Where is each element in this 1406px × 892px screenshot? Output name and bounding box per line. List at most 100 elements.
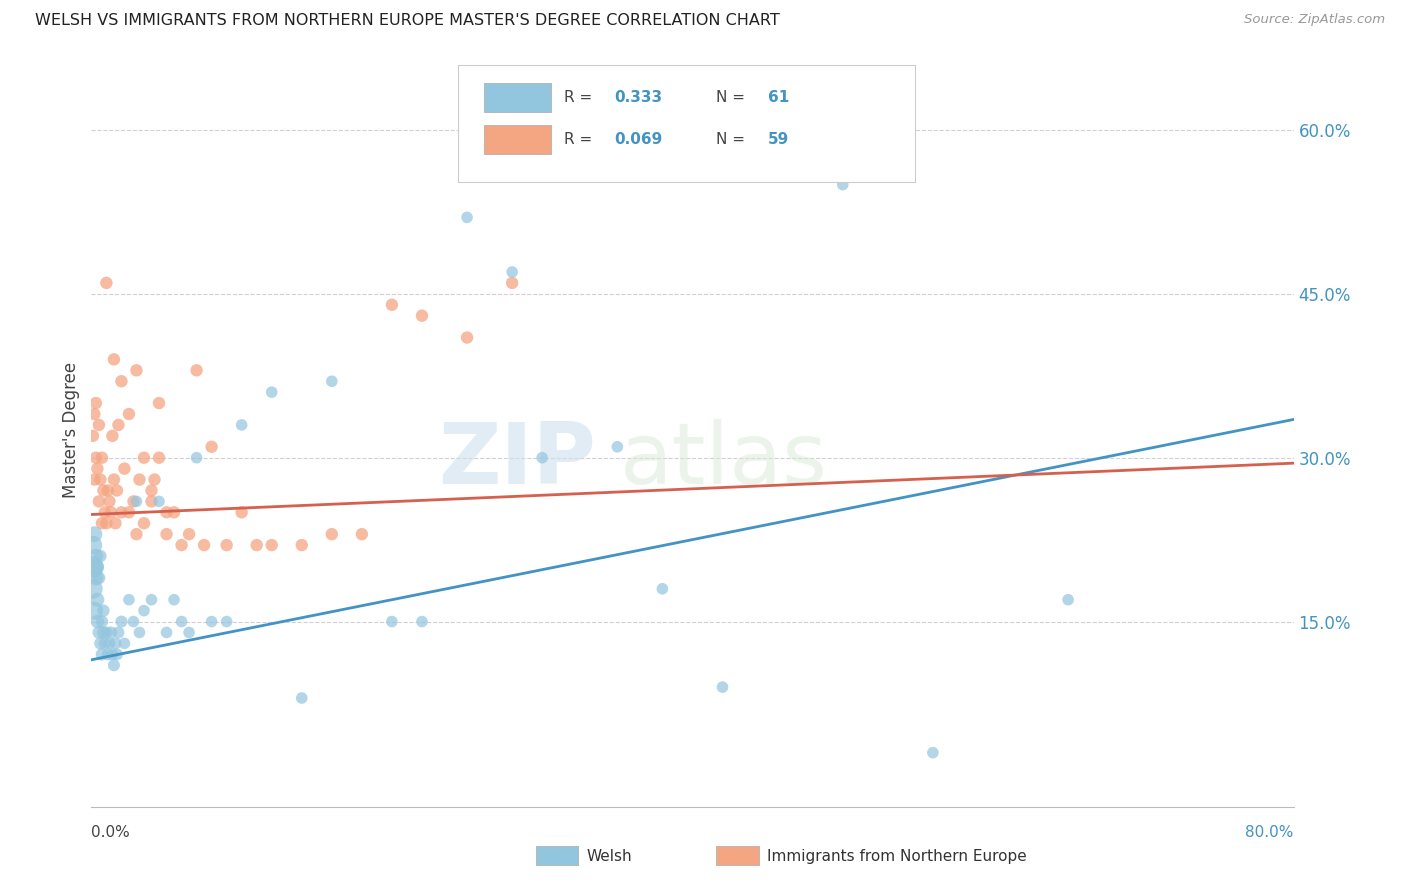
Point	[89, 473, 111, 487]
Point	[321, 527, 343, 541]
Point	[87, 494, 110, 508]
Point	[132, 516, 155, 531]
Text: 0.333: 0.333	[614, 90, 662, 104]
Point	[260, 538, 283, 552]
Point	[148, 396, 170, 410]
Point	[155, 527, 177, 541]
Point	[100, 505, 122, 519]
Point	[104, 516, 127, 531]
Point	[711, 680, 734, 694]
Point	[350, 527, 373, 541]
Point	[87, 625, 110, 640]
Point	[215, 615, 238, 629]
Point	[260, 385, 283, 400]
Point	[177, 527, 200, 541]
Point	[456, 211, 478, 225]
Point	[141, 494, 163, 508]
Point	[96, 516, 118, 531]
Point	[501, 276, 523, 290]
Point	[83, 560, 105, 574]
Text: 61: 61	[768, 90, 789, 104]
Point	[186, 450, 208, 465]
Point	[118, 505, 141, 519]
Point	[110, 615, 132, 629]
Point	[501, 265, 523, 279]
Point	[125, 527, 148, 541]
Point	[321, 374, 343, 388]
Point	[246, 538, 269, 552]
Point	[215, 538, 238, 552]
Point	[83, 527, 105, 541]
Point	[143, 473, 166, 487]
Text: Source: ZipAtlas.com: Source: ZipAtlas.com	[1244, 13, 1385, 27]
Point	[89, 636, 111, 650]
Text: 0.0%: 0.0%	[91, 825, 131, 840]
FancyBboxPatch shape	[458, 65, 915, 182]
Point	[82, 560, 104, 574]
Point	[177, 625, 200, 640]
Text: N =: N =	[717, 132, 745, 147]
Point	[90, 516, 112, 531]
Point	[125, 494, 148, 508]
Point	[118, 592, 141, 607]
Point	[110, 374, 132, 388]
Point	[98, 636, 121, 650]
Point	[606, 440, 628, 454]
Point	[93, 604, 115, 618]
Point	[128, 625, 150, 640]
Point	[84, 450, 107, 465]
Point	[103, 352, 125, 367]
Point	[107, 625, 129, 640]
Point	[104, 636, 127, 650]
Point	[193, 538, 215, 552]
Point	[84, 396, 107, 410]
Point	[114, 636, 136, 650]
Point	[103, 658, 125, 673]
Point	[456, 330, 478, 344]
Point	[381, 298, 404, 312]
Text: Welsh: Welsh	[586, 849, 633, 863]
Point	[105, 648, 128, 662]
Point	[201, 615, 224, 629]
Point	[93, 625, 115, 640]
FancyBboxPatch shape	[717, 847, 759, 865]
Point	[96, 276, 118, 290]
Point	[148, 494, 170, 508]
Text: Immigrants from Northern Europe: Immigrants from Northern Europe	[768, 849, 1026, 863]
Text: 80.0%: 80.0%	[1246, 825, 1294, 840]
Point	[201, 440, 224, 454]
Text: R =: R =	[564, 90, 592, 104]
Point	[163, 592, 186, 607]
Text: 0.069: 0.069	[614, 132, 662, 147]
Point	[90, 648, 112, 662]
Point	[772, 123, 794, 137]
Text: WELSH VS IMMIGRANTS FROM NORTHERN EUROPE MASTER'S DEGREE CORRELATION CHART: WELSH VS IMMIGRANTS FROM NORTHERN EUROPE…	[35, 13, 780, 29]
Point	[101, 429, 124, 443]
Point	[90, 450, 112, 465]
Point	[105, 483, 128, 498]
Point	[291, 691, 314, 706]
Point	[1057, 592, 1080, 607]
Point	[86, 560, 108, 574]
Text: N =: N =	[717, 90, 745, 104]
Point	[86, 592, 108, 607]
Text: atlas: atlas	[620, 419, 828, 502]
Point	[141, 483, 163, 498]
Point	[83, 604, 105, 618]
Point	[122, 615, 145, 629]
Point	[93, 483, 115, 498]
Point	[231, 417, 253, 432]
Point	[90, 615, 112, 629]
Point	[531, 450, 554, 465]
Point	[132, 604, 155, 618]
Point	[96, 625, 118, 640]
FancyBboxPatch shape	[536, 847, 578, 865]
Point	[118, 407, 141, 421]
FancyBboxPatch shape	[485, 125, 551, 153]
Point	[110, 505, 132, 519]
Point	[103, 473, 125, 487]
Point	[83, 473, 105, 487]
Point	[97, 648, 120, 662]
Point	[411, 615, 433, 629]
Point	[231, 505, 253, 519]
